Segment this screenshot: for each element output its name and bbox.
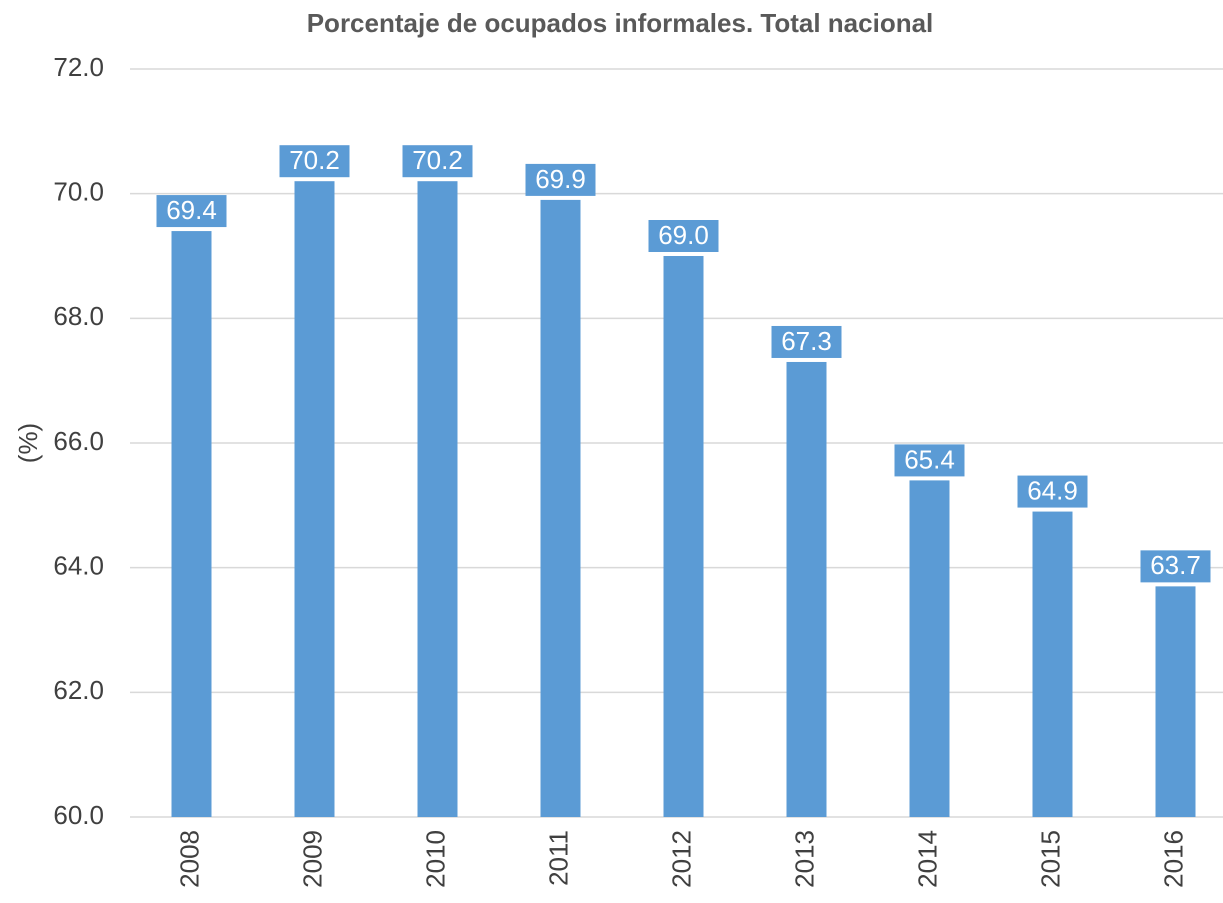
data-label-box: [402, 145, 473, 178]
data-label-box: [1017, 475, 1088, 508]
bar: [1032, 511, 1073, 817]
data-label: 69.0: [658, 220, 709, 250]
x-tick-label: 2012: [666, 830, 696, 888]
y-axis-label: (%): [13, 423, 43, 463]
x-tick-label: 2014: [912, 830, 942, 888]
bar: [417, 181, 458, 817]
bar: [540, 199, 581, 817]
bar: [1155, 586, 1196, 817]
y-tick-label: 70.0: [53, 177, 104, 207]
y-tick-label: 64.0: [53, 551, 104, 581]
y-tick-label: 60.0: [53, 800, 104, 830]
y-tick-label: 68.0: [53, 301, 104, 331]
data-label: 70.2: [412, 145, 463, 175]
bar: [663, 256, 704, 817]
x-tick-label: 2009: [297, 830, 327, 888]
x-tick-label: 2013: [789, 830, 819, 888]
data-label: 63.7: [1150, 550, 1201, 580]
data-label-box: [894, 444, 965, 477]
x-tick-label: 2011: [543, 830, 573, 886]
x-tick-label: 2008: [174, 830, 204, 888]
data-label: 64.9: [1027, 475, 1078, 505]
data-label: 69.9: [535, 164, 586, 194]
bar: [171, 231, 212, 818]
data-label-box: [279, 145, 350, 178]
bar: [909, 480, 950, 817]
data-label-box: [771, 325, 842, 358]
x-tick-label: 2010: [420, 830, 450, 888]
chart-title: Porcentaje de ocupados informales. Total…: [307, 8, 934, 38]
y-tick-label: 62.0: [53, 675, 104, 705]
data-label-box: [648, 220, 719, 252]
bar: [294, 181, 335, 817]
data-label-box: [525, 163, 596, 196]
x-tick-label: 2015: [1035, 830, 1065, 888]
data-label-box: [1140, 550, 1211, 583]
data-label: 70.2: [289, 145, 340, 175]
data-label: 67.3: [781, 326, 832, 356]
data-label: 65.4: [904, 444, 955, 474]
data-label: 69.4: [166, 195, 217, 225]
bar: [786, 361, 827, 817]
y-tick-label: 66.0: [53, 426, 104, 456]
y-tick-label: 72.0: [53, 52, 104, 82]
data-label-box: [156, 195, 227, 228]
x-tick-label: 2016: [1158, 830, 1188, 888]
